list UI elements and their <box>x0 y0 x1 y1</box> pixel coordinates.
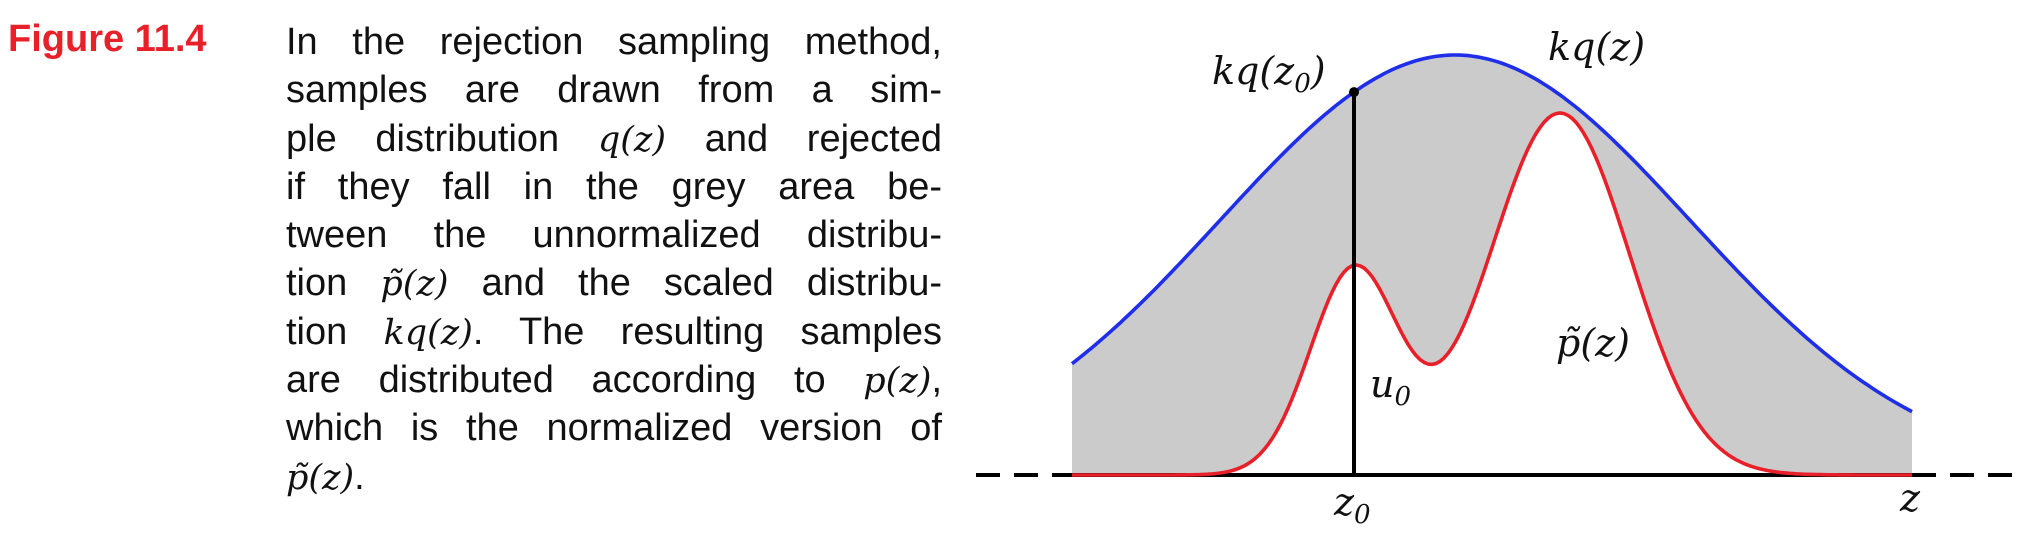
figure-caption: In the rejection sampling method, samples… <box>286 18 942 501</box>
caption-line: tion p̃(z) and the scaled distribu- <box>286 259 942 307</box>
figure-label: Figure 11.4 <box>8 18 207 60</box>
caption-text: tween the unnormalized distribu- <box>286 214 942 257</box>
caption-math: p̃(z) <box>380 264 449 305</box>
caption-math: q(z) <box>597 119 667 160</box>
kq-z0-point <box>1349 87 1359 98</box>
caption-text: and rejected <box>666 117 942 160</box>
caption-text: , <box>931 359 942 402</box>
caption-text: if they fall in the grey area be- <box>286 165 942 208</box>
caption-line: p̃(z). <box>286 453 942 501</box>
caption-line: if they fall in the grey area be- <box>286 163 942 211</box>
caption-line: which is the normalized version of <box>286 404 942 452</box>
label-u0: u0 <box>1370 362 1411 412</box>
caption-text: are distributed according to <box>286 359 864 402</box>
label-kq-z0: kq(z0) <box>1212 49 1326 99</box>
caption-text: tion <box>286 310 384 353</box>
caption-line: are distributed according to p(z), <box>286 356 942 404</box>
caption-text: which is the normalized version of <box>286 407 942 450</box>
caption-math: kq(z) <box>383 312 473 353</box>
caption-line: tween the unnormalized distribu- <box>286 211 942 259</box>
caption-line: In the rejection sampling method, <box>286 18 942 66</box>
caption-text: In the rejection sampling method, <box>286 21 942 63</box>
label-p-tilde-z: p̃(z) <box>1556 321 1630 365</box>
caption-text: and the scaled distribu- <box>448 262 943 305</box>
p-tilde-curve <box>1072 111 1912 477</box>
caption-text: ple distribution <box>286 117 598 160</box>
caption-text: samples are drawn from a sim- <box>286 69 942 112</box>
label-kq-z: kq(z) <box>1548 25 1645 69</box>
caption-text: . The resulting samples <box>472 310 943 353</box>
caption-text: . <box>354 455 365 498</box>
caption-text: tion <box>286 262 381 305</box>
rejection-region-shade <box>1072 55 1912 475</box>
kq-envelope-curve <box>1070 53 1913 414</box>
label-z-axis: z <box>1899 476 1921 520</box>
label-z0: z0 <box>1333 480 1371 530</box>
caption-math: p̃(z) <box>286 457 355 498</box>
caption-math: p(z) <box>863 361 932 402</box>
caption-line: tion kq(z). The resulting samples <box>286 308 942 356</box>
caption-line: ple distribution q(z) and rejected <box>286 115 942 163</box>
caption-line: samples are drawn from a sim- <box>286 66 942 114</box>
